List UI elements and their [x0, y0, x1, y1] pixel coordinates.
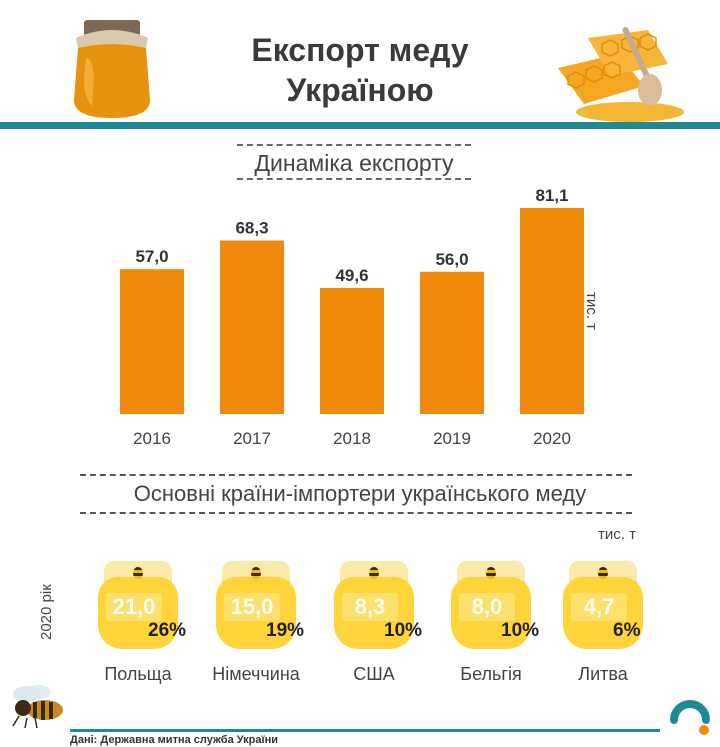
title-line-1: Експорт меду	[251, 32, 469, 68]
bee-icon	[251, 567, 261, 579]
honey-jar-icon: 8,0	[451, 555, 531, 660]
bar-2016	[120, 269, 184, 414]
importer-value: 8,0	[459, 593, 515, 621]
bar-2019	[420, 271, 484, 414]
importer-country: Польща	[104, 664, 172, 684]
importer-value: 21,0	[106, 593, 162, 621]
bee-icon	[486, 567, 496, 579]
x-tick-label: 2018	[333, 429, 371, 448]
page-title: Експорт меду Україною	[180, 30, 540, 110]
honeycomb-image	[558, 26, 684, 122]
importers-unit-label: тис. т	[598, 526, 636, 543]
importer-share: 26%	[148, 620, 187, 641]
honey-jar-icon: 4,7	[563, 555, 643, 660]
bar-value-label: 56,0	[435, 250, 468, 269]
bar-chart-unit-label: тис. т	[583, 292, 600, 330]
importers-year-label: 2020 рік	[38, 584, 55, 640]
importer-value: 8,3	[342, 593, 398, 621]
source-note: Дані: Державна митна служба України	[70, 734, 279, 746]
bar-2020	[520, 208, 584, 414]
importer-share: 10%	[501, 620, 540, 641]
bar-2018	[320, 288, 384, 414]
export-bar-chart: 57,0 2016 68,3 2017 49,6 2018 56,0 2019 81,1 2020	[120, 186, 584, 448]
importer-country: Німеччина	[212, 664, 300, 684]
importer-country: Бельгія	[460, 664, 522, 684]
section-divider-importers	[80, 474, 632, 514]
logo	[670, 700, 710, 735]
title-line-2: Україною	[286, 72, 434, 108]
honey-jar-icon: 15,0	[216, 555, 296, 660]
bee-image	[12, 685, 63, 729]
bee-icon	[369, 567, 379, 579]
footer-divider	[70, 729, 660, 732]
x-tick-label: 2017	[233, 429, 271, 448]
importer-value: 15,0	[224, 593, 280, 621]
header-divider	[0, 122, 720, 129]
bar-value-label: 81,1	[535, 186, 568, 205]
x-tick-label: 2019	[433, 429, 471, 448]
x-tick-label: 2016	[133, 429, 171, 448]
section-title-importers: Основні країни-імпортери українського ме…	[133, 481, 587, 506]
importer-country: США	[353, 664, 395, 684]
honey-jar-icon: 8,3	[334, 555, 414, 660]
importer-country: Литва	[578, 664, 628, 684]
bee-icon	[133, 567, 143, 579]
x-tick-label: 2020	[533, 429, 571, 448]
importer-share: 19%	[266, 620, 305, 641]
importer-share: 10%	[384, 620, 423, 641]
bee-icon	[598, 567, 608, 579]
importer-value: 4,7	[571, 593, 627, 621]
importer-share: 6%	[613, 620, 641, 641]
bar-2017	[220, 240, 284, 414]
bar-value-label: 57,0	[135, 247, 168, 266]
bar-value-label: 68,3	[235, 219, 268, 238]
section-title-export-dynamics: Динаміка експорту	[237, 144, 471, 180]
honey-jar-icon: 21,0	[98, 555, 178, 660]
bar-value-label: 49,6	[335, 266, 368, 285]
honey-jar-image	[74, 20, 150, 118]
